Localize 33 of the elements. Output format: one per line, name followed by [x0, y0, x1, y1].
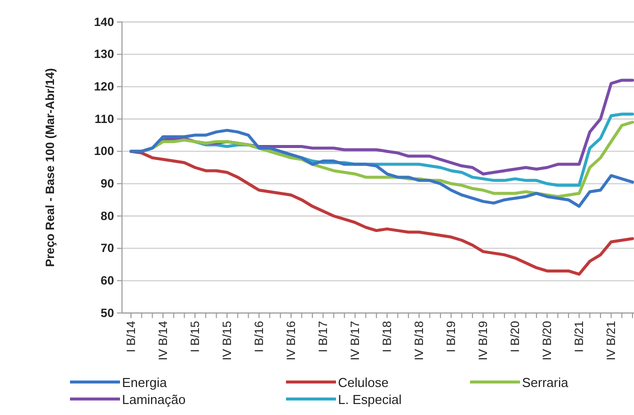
- x-tick-label: IV B/21: [604, 320, 618, 360]
- x-tick-label: IV B/14: [156, 320, 170, 360]
- legend-label: Laminação: [122, 392, 186, 407]
- legend-label: Celulose: [338, 375, 389, 390]
- x-tick-label: I B/17: [316, 320, 330, 352]
- y-tick-label: 120: [94, 80, 114, 94]
- x-tick-label: IV B/18: [412, 320, 426, 360]
- legend-label: Energia: [122, 375, 168, 390]
- y-tick-label: 80: [100, 208, 114, 223]
- line-series: [130, 128, 634, 208]
- y-tick-label: 50: [100, 306, 114, 320]
- y-tick-label: 100: [94, 144, 114, 158]
- y-tick-label: 130: [94, 47, 114, 62]
- y-tick-label: 70: [100, 241, 114, 256]
- x-tick-label: I B/19: [444, 320, 458, 352]
- y-axis-title: Preço Real - Base 100 (Mar-Abr/14): [43, 68, 57, 267]
- y-tick-label: 90: [100, 176, 114, 191]
- y-tick-label: 60: [100, 274, 114, 288]
- x-tick-label: IV B/19: [476, 320, 490, 360]
- legend-label: Serraria: [522, 375, 570, 390]
- x-tick-label: I B/21: [572, 320, 586, 352]
- y-tick-label: 110: [94, 112, 114, 126]
- x-tick-label: I B/16: [252, 320, 266, 352]
- x-tick-label: IV B/15: [220, 320, 234, 360]
- x-tick-label: IV B/16: [284, 320, 298, 360]
- x-tick-label: IV B/17: [348, 320, 362, 360]
- x-tick-label: I B/18: [380, 320, 394, 352]
- x-tick-label: I B/20: [508, 320, 522, 352]
- legend-label: L. Especial: [338, 392, 402, 407]
- x-tick-label: I B/15: [188, 320, 202, 352]
- y-tick-label: 140: [94, 14, 114, 29]
- x-tick-label: I B/14: [124, 320, 138, 352]
- x-tick-label: IV B/20: [540, 320, 554, 360]
